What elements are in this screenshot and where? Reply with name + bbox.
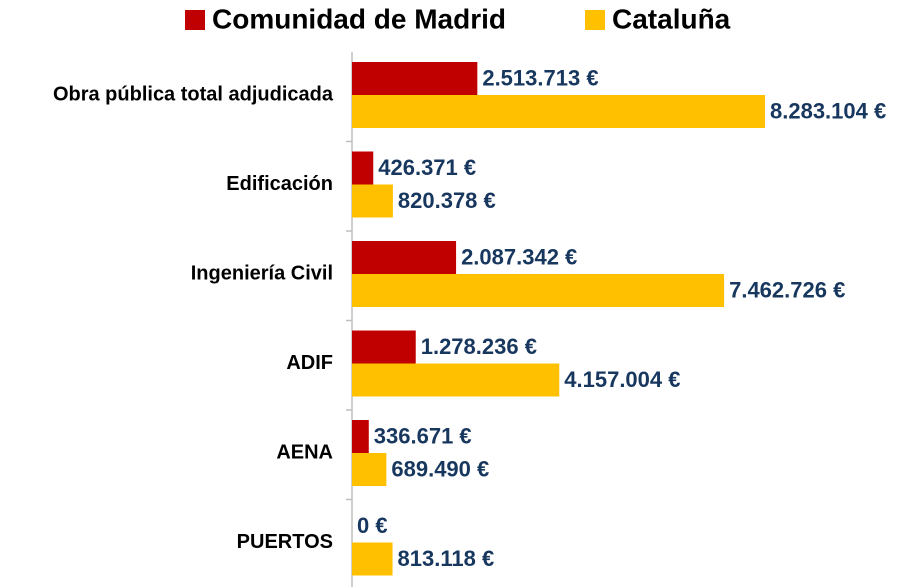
value-label: 813.118 € [398,546,495,571]
category-label: PUERTOS [237,531,333,553]
bar [352,542,393,576]
bar [352,363,560,397]
category-label: AENA [276,441,333,463]
value-label: 0 € [357,513,388,538]
bar [352,453,387,486]
value-label: 426.371 € [378,155,476,180]
bar [352,330,416,364]
value-label: 336.671 € [374,423,472,448]
category-label: ADIF [286,352,333,374]
value-label: 1.278.236 € [421,334,537,359]
bar [352,241,457,274]
category-label: Ingeniería Civil [191,262,333,284]
legend-swatch [185,10,205,30]
value-label: 2.513.713 € [482,65,598,90]
legend-label: Comunidad de Madrid [212,3,506,34]
bar [352,95,765,128]
value-label: 7.462.726 € [729,277,845,302]
bar [352,420,369,453]
value-label: 689.490 € [391,456,489,481]
bar [352,62,478,95]
value-label: 820.378 € [398,188,496,213]
category-label: Obra pública total adjudicada [53,83,334,105]
bar [352,151,374,185]
category-label: Edificación [226,173,333,195]
legend-swatch [585,10,605,30]
value-label: 8.283.104 € [770,98,886,123]
legend-label: Cataluña [612,3,731,34]
bar [352,184,393,218]
value-label: 2.087.342 € [461,244,577,269]
value-label: 4.157.004 € [564,367,680,392]
bar [352,274,725,307]
